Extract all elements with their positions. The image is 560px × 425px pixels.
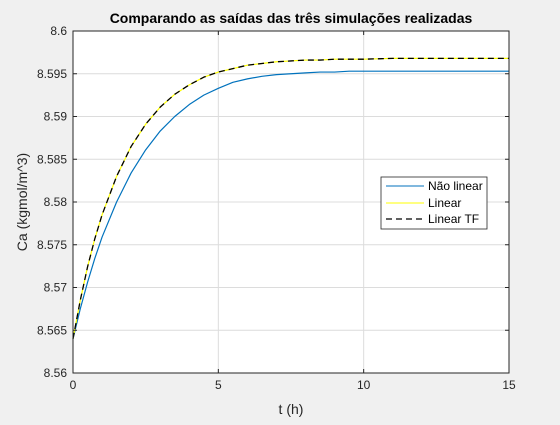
x-axis-label: t (h): [279, 401, 304, 417]
y-tick-label: 8.58: [44, 195, 68, 209]
grid-lines: [72, 30, 510, 374]
legend[interactable]: Não linear Linear Linear TF: [380, 176, 488, 230]
x-ticks: 0 5 10 15: [70, 31, 516, 392]
x-tick-label: 5: [215, 378, 222, 392]
series-line-linear-tf[interactable]: [72, 57, 509, 339]
y-tick-label: 8.56: [44, 366, 68, 380]
series-layer: [72, 57, 509, 339]
x-tick-label: 0: [70, 378, 77, 392]
legend-label-nao-linear: Não linear: [428, 179, 483, 193]
chart-title: Comparando as saídas das três simulações…: [110, 10, 473, 26]
y-tick-label: 8.585: [37, 152, 67, 166]
legend-label-linear-tf: Linear TF: [428, 212, 479, 226]
y-tick-label: 8.59: [44, 110, 68, 124]
y-axis-label: Ca (kgmol/m^3): [14, 153, 30, 251]
y-ticks: 8.56 8.565 8.57 8.575 8.58 8.585 8.59 8.595 8.6: [37, 24, 509, 380]
y-tick-label: 8.595: [37, 67, 67, 81]
x-tick-label: 10: [357, 378, 371, 392]
y-tick-label: 8.6: [50, 24, 67, 38]
y-tick-label: 8.565: [37, 323, 67, 337]
x-tick-label: 15: [502, 378, 516, 392]
legend-label-linear: Linear: [428, 196, 461, 210]
y-tick-label: 8.57: [44, 281, 68, 295]
series-line-nao-linear[interactable]: [72, 70, 509, 339]
y-tick-label: 8.575: [37, 238, 67, 252]
